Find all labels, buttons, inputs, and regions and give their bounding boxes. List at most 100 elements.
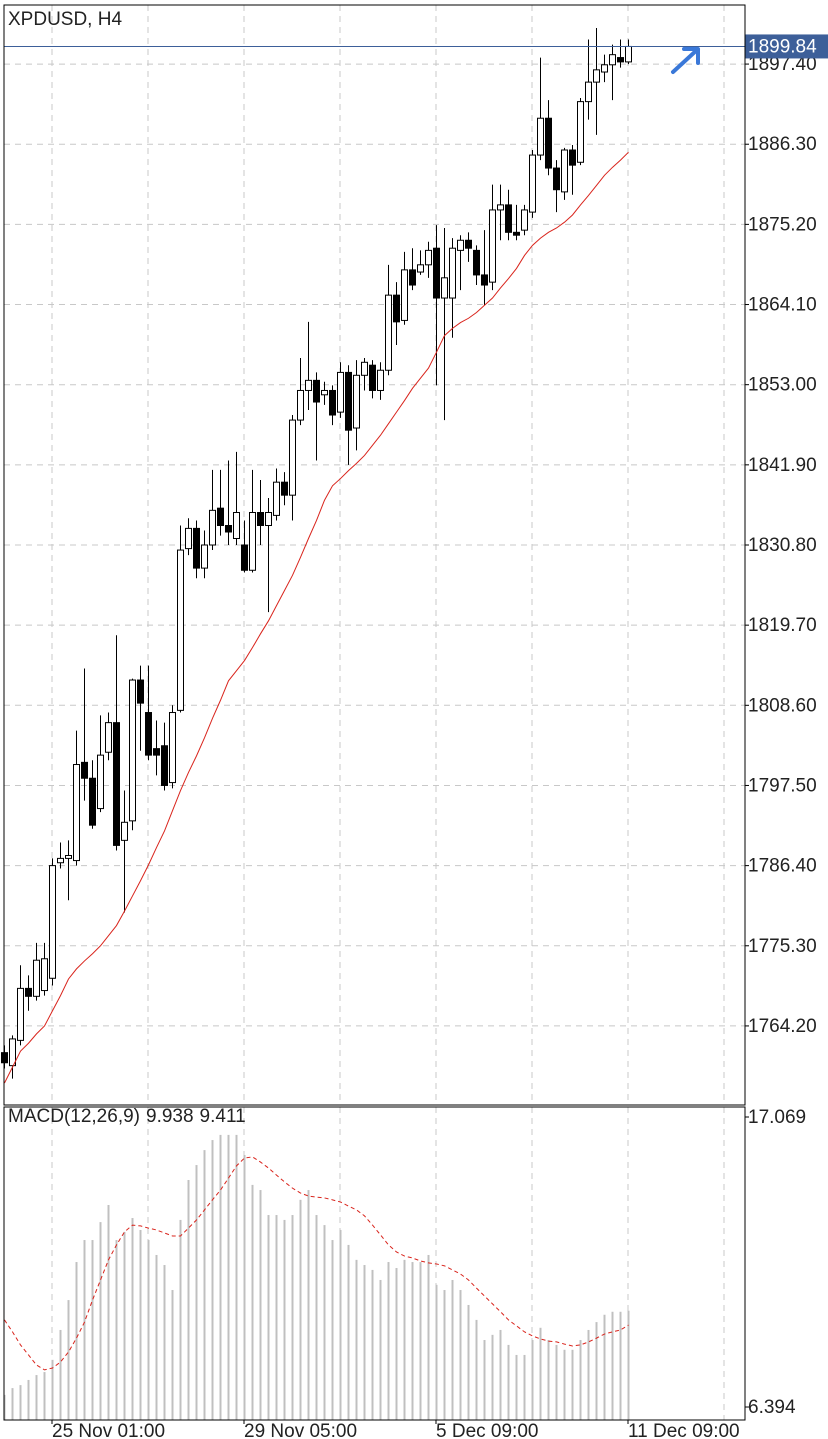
histogram-bar xyxy=(235,1134,238,1420)
candle-body xyxy=(137,679,144,704)
histogram-bar xyxy=(459,1290,462,1420)
chart-title: XPDUSD, H4 xyxy=(8,9,122,30)
candle-body xyxy=(57,857,64,864)
y-tick-label: 1830.80 xyxy=(748,535,817,556)
histogram-bar xyxy=(603,1314,606,1420)
histogram-bar xyxy=(139,1229,142,1420)
y-tick-label: 1786.40 xyxy=(748,856,817,877)
candle-body xyxy=(281,481,288,496)
candle-body xyxy=(369,364,376,391)
candle-body xyxy=(585,81,592,103)
histogram-bar xyxy=(115,1240,118,1420)
candle-body xyxy=(457,239,464,251)
candle-body xyxy=(81,761,88,779)
histogram-bar xyxy=(467,1304,470,1420)
histogram-bar xyxy=(27,1379,30,1420)
histogram-bar xyxy=(523,1354,526,1420)
y-tick-label: 6.394 xyxy=(748,1397,796,1418)
candle-body xyxy=(185,527,192,550)
candle-body xyxy=(273,481,280,516)
current-price-label: 1899.84 xyxy=(748,36,817,57)
candle-body xyxy=(545,117,552,169)
histogram-bar xyxy=(483,1340,486,1420)
histogram-bar xyxy=(259,1190,262,1420)
candle-body xyxy=(65,855,72,859)
candle-body xyxy=(33,959,40,997)
histogram-bar xyxy=(507,1344,510,1420)
histogram-bar xyxy=(579,1340,582,1420)
indicator-title-part: 9.411 xyxy=(200,1106,246,1127)
histogram-bar xyxy=(443,1290,446,1420)
candle-body xyxy=(497,204,504,211)
histogram-bar xyxy=(339,1229,342,1420)
histogram-bar xyxy=(163,1265,166,1420)
candle-body xyxy=(49,865,56,979)
trade-arrow-icon[interactable] xyxy=(671,47,700,74)
histogram-bar xyxy=(123,1231,126,1420)
histogram-bar xyxy=(387,1262,390,1420)
candle-body xyxy=(529,154,536,213)
candle-body xyxy=(625,45,632,63)
x-tick-label: 5 Dec 09:00 xyxy=(436,1421,538,1439)
y-tick-label: 1819.70 xyxy=(748,615,817,636)
histogram-bar xyxy=(187,1179,190,1420)
candle-body xyxy=(249,512,256,571)
histogram-bar xyxy=(243,1155,246,1420)
y-tick-label: 1864.10 xyxy=(748,295,817,316)
candle-body xyxy=(489,209,496,283)
marks xyxy=(1,27,745,1420)
histogram-bar xyxy=(355,1259,358,1420)
histogram-bar xyxy=(363,1265,366,1420)
y-tick-label: 1797.50 xyxy=(748,775,817,796)
candle-body xyxy=(201,544,208,569)
histogram-bar xyxy=(211,1140,214,1420)
candle-body xyxy=(41,958,48,992)
candle-body xyxy=(561,149,568,193)
histogram-bar xyxy=(195,1165,198,1420)
candle-body xyxy=(449,247,456,299)
histogram-bar xyxy=(379,1279,382,1420)
histogram-bar xyxy=(91,1240,94,1420)
histogram-bar xyxy=(67,1300,70,1420)
y-tick-label: 1875.20 xyxy=(748,214,817,235)
candle-body xyxy=(617,57,624,63)
histogram-bar xyxy=(267,1215,270,1420)
candle-body xyxy=(385,294,392,371)
histogram-bar xyxy=(283,1219,286,1420)
candle-body xyxy=(177,549,184,711)
candle-body xyxy=(233,512,240,539)
y-tick-label: 1808.60 xyxy=(748,695,817,716)
y-tick-label: 1886.30 xyxy=(748,134,817,155)
candle-body xyxy=(289,419,296,496)
candle-body xyxy=(113,722,120,846)
histogram-bar xyxy=(131,1218,134,1420)
candle-body xyxy=(225,525,232,533)
candle-body xyxy=(417,264,424,273)
histogram-bar xyxy=(59,1329,62,1420)
histogram-bar xyxy=(203,1150,206,1420)
candle-body xyxy=(433,247,440,299)
candle-body xyxy=(209,509,216,546)
candle-body xyxy=(73,764,80,862)
candle-body xyxy=(577,101,584,163)
histogram-bar xyxy=(315,1215,318,1420)
histogram-bar xyxy=(499,1329,502,1420)
candle-body xyxy=(145,712,152,756)
candle-body xyxy=(465,239,472,249)
candle-body xyxy=(553,167,560,191)
candle-body xyxy=(537,117,544,156)
histogram-bar xyxy=(403,1259,406,1420)
histogram-bar xyxy=(611,1311,614,1420)
candle-body xyxy=(241,544,248,571)
candle-body xyxy=(129,679,136,822)
histogram-bar xyxy=(451,1279,454,1420)
histogram-bar xyxy=(19,1385,22,1420)
candle-body xyxy=(377,369,384,391)
histogram-bar xyxy=(627,1310,630,1420)
histogram-bar xyxy=(99,1222,102,1420)
histogram-bar xyxy=(323,1225,326,1420)
histogram-bar xyxy=(307,1190,310,1420)
candle-body xyxy=(601,64,608,73)
